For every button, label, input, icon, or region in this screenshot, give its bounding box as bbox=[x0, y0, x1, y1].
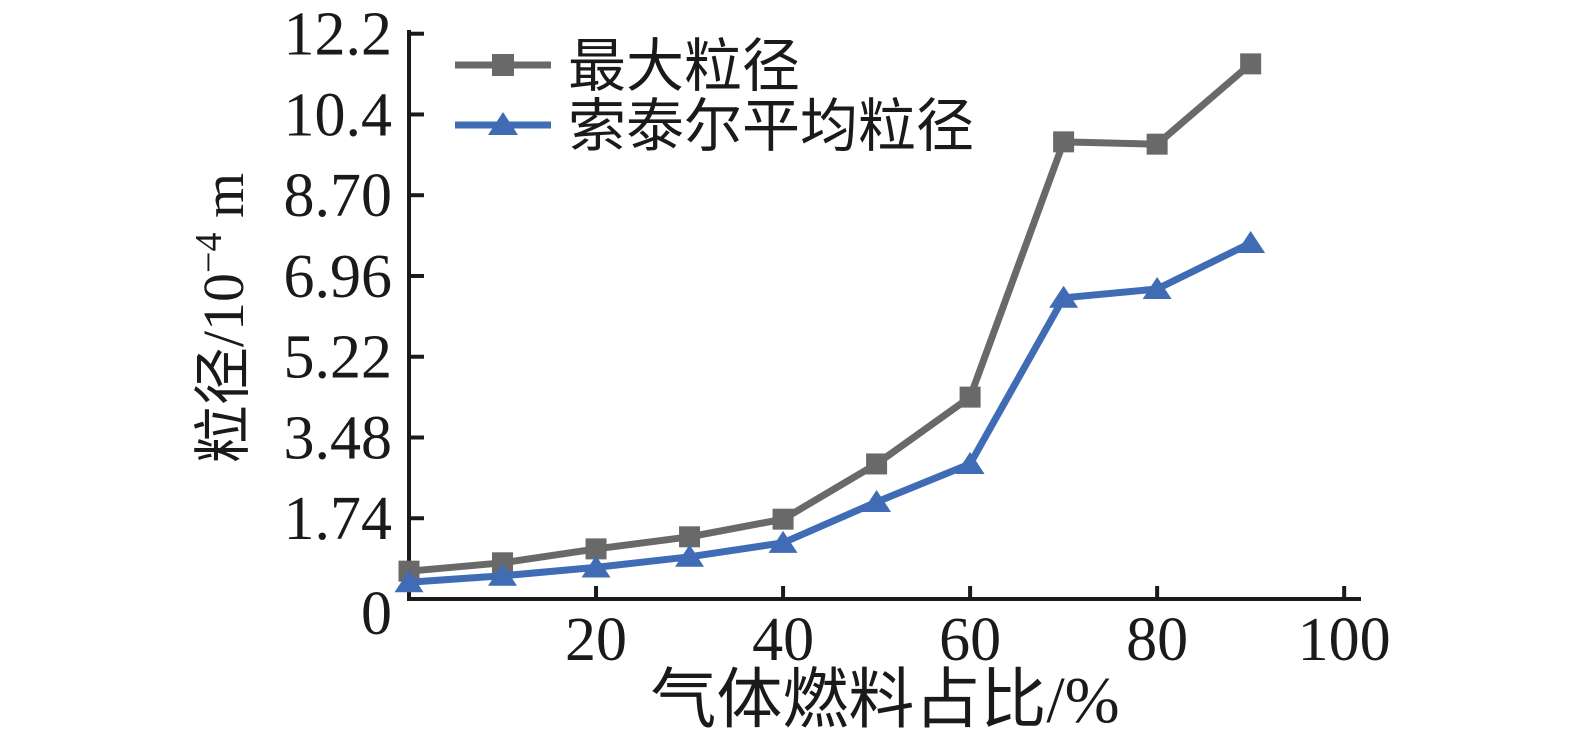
y-axis-title-base: 粒径/10 bbox=[191, 273, 256, 463]
series-point-square bbox=[585, 538, 607, 560]
legend-label-max-diameter: 最大粒径 bbox=[568, 34, 800, 99]
series-point-square bbox=[959, 386, 981, 408]
series-point-square bbox=[772, 508, 794, 530]
x-axis-title: 气体燃料占比/% bbox=[650, 664, 1119, 733]
series-point-square bbox=[1146, 133, 1168, 155]
series-line bbox=[405, 239, 1255, 586]
y-tick-label: 6.96 bbox=[284, 243, 393, 311]
y-axis-title-superscript: −4 bbox=[188, 233, 230, 273]
y-ticks: 0 1.74 3.48 5.22 6.96 8.70 10.4 12.2 bbox=[284, 1, 424, 648]
legend-square-marker-icon bbox=[492, 54, 514, 76]
y-tick-label: 3.48 bbox=[284, 404, 393, 472]
legend-label-sauter-mean: 索泰尔平均粒径 bbox=[568, 94, 974, 159]
x-tick-label: 60 bbox=[939, 606, 1001, 674]
y-tick-label: 1.74 bbox=[284, 485, 393, 553]
x-tick-label: 40 bbox=[752, 606, 814, 674]
y-tick-label: 0 bbox=[361, 580, 392, 648]
series-point-triangle bbox=[1142, 276, 1172, 299]
x-tick-label: 80 bbox=[1126, 606, 1188, 674]
legend-item-sauter-mean: 索泰尔平均粒径 bbox=[455, 94, 974, 159]
series-1 bbox=[394, 231, 1266, 593]
series-point-square bbox=[679, 526, 701, 548]
x-tick-label: 100 bbox=[1298, 606, 1391, 674]
y-axis-title: 粒径/10−4 m bbox=[188, 173, 256, 463]
y-axis-title-unit: m bbox=[191, 173, 256, 233]
series-line bbox=[405, 60, 1255, 575]
y-tick-label: 12.2 bbox=[284, 1, 393, 69]
legend: 最大粒径 索泰尔平均粒径 bbox=[455, 34, 974, 159]
x-ticks: 20 40 60 80 100 bbox=[565, 586, 1391, 674]
series-point-square bbox=[1053, 131, 1075, 153]
series-point-triangle bbox=[862, 490, 892, 513]
series-point-triangle bbox=[955, 451, 985, 474]
x-tick-label: 20 bbox=[565, 606, 627, 674]
series-point-triangle bbox=[675, 544, 705, 567]
y-tick-label: 8.70 bbox=[284, 162, 393, 230]
series-point-triangle bbox=[581, 555, 611, 578]
series-point-triangle bbox=[394, 570, 424, 593]
y-tick-label: 5.22 bbox=[284, 324, 393, 392]
series-point-triangle bbox=[1236, 231, 1266, 254]
legend-item-max-diameter: 最大粒径 bbox=[455, 34, 800, 99]
y-tick-label: 10.4 bbox=[284, 81, 393, 149]
series-point-square bbox=[866, 453, 888, 475]
series-point-triangle bbox=[1049, 285, 1079, 308]
series-point-square bbox=[1240, 53, 1262, 75]
series-point-triangle bbox=[488, 563, 518, 586]
legend-triangle-marker-icon bbox=[488, 112, 518, 135]
series-point-triangle bbox=[768, 530, 798, 553]
series-layer bbox=[394, 53, 1266, 593]
series-point-square bbox=[492, 552, 514, 574]
